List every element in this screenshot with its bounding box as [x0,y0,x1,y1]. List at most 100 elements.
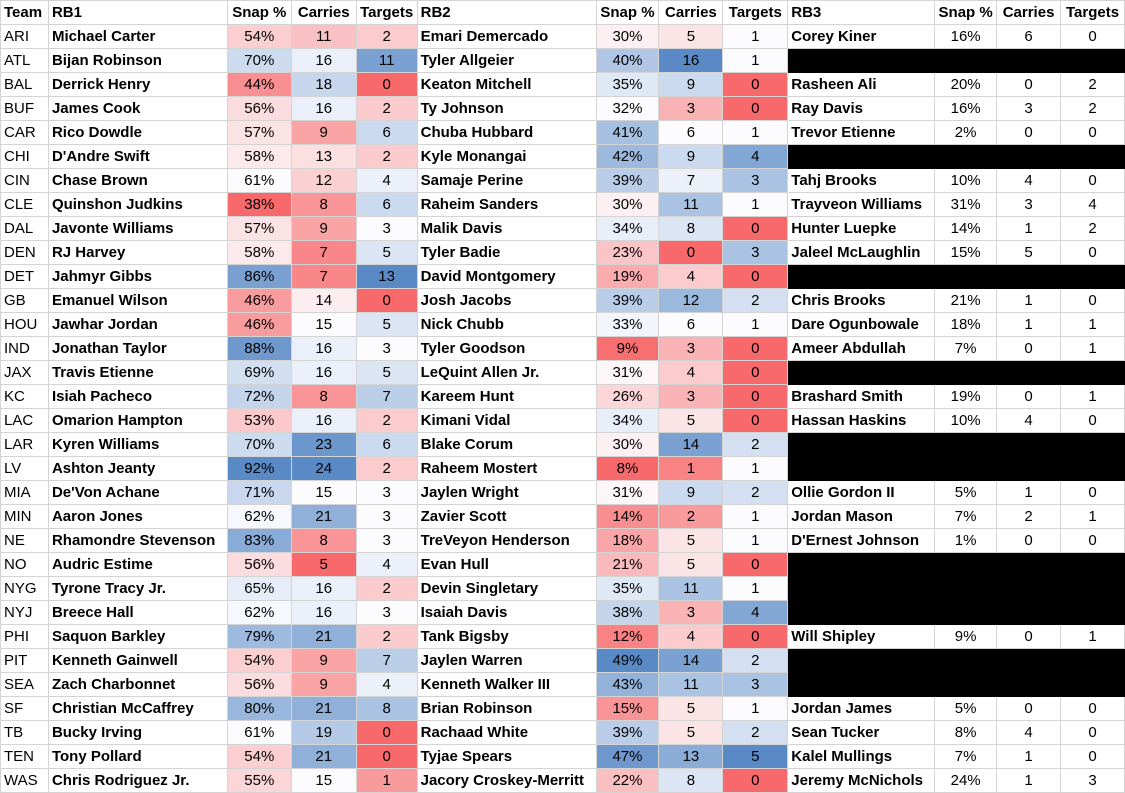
rb1-carries-cell[interactable]: 16 [290,336,357,361]
rb3-snap-cell[interactable]: 31% [934,192,998,217]
header-rb1-carries[interactable]: Carries [290,0,357,25]
header-rb1-targets[interactable]: Targets [355,0,418,25]
rb2-carries-cell[interactable]: 11 [658,672,724,697]
rb1-name-cell[interactable]: Bucky Irving [47,720,228,745]
rb2-snap-cell[interactable]: 22% [595,768,660,793]
rb1-snap-cell[interactable]: 55% [226,768,292,793]
rb3-name-cell[interactable]: Ameer Abdullah [787,336,936,361]
rb1-targets-cell[interactable]: 2 [355,408,418,433]
rb1-targets-cell[interactable]: 6 [355,432,418,457]
team-cell[interactable]: PIT [0,648,49,673]
rb3-empty-cell[interactable] [996,360,1062,385]
rb3-targets-cell[interactable]: 0 [1060,120,1125,145]
rb3-name-cell[interactable]: Corey Kiner [787,24,936,49]
team-cell[interactable]: MIN [0,504,49,529]
rb2-carries-cell[interactable]: 3 [658,96,724,121]
rb3-snap-cell[interactable]: 1% [934,528,998,553]
rb3-empty-cell[interactable] [934,672,998,697]
rb3-empty-cell[interactable] [934,456,998,481]
rb1-targets-cell[interactable]: 5 [355,360,418,385]
rb1-snap-cell[interactable]: 65% [226,576,292,601]
rb1-snap-cell[interactable]: 54% [226,24,292,49]
team-cell[interactable]: NYG [0,576,49,601]
rb1-snap-cell[interactable]: 54% [226,744,292,769]
rb1-snap-cell[interactable]: 86% [226,264,292,289]
rb2-carries-cell[interactable]: 8 [658,768,724,793]
rb3-targets-cell[interactable]: 0 [1060,408,1125,433]
rb2-snap-cell[interactable]: 31% [595,480,660,505]
rb3-name-cell[interactable]: Hunter Luepke [787,216,936,241]
rb2-carries-cell[interactable]: 5 [658,696,724,721]
rb3-carries-cell[interactable]: 4 [996,408,1062,433]
rb1-snap-cell[interactable]: 79% [226,624,292,649]
rb3-empty-cell[interactable] [996,48,1062,73]
rb2-snap-cell[interactable]: 30% [595,192,660,217]
rb2-name-cell[interactable]: Kimani Vidal [416,408,597,433]
rb1-carries-cell[interactable]: 9 [290,120,357,145]
rb3-empty-cell[interactable] [934,48,998,73]
rb2-carries-cell[interactable]: 4 [658,624,724,649]
rb1-name-cell[interactable]: Tony Pollard [47,744,228,769]
team-cell[interactable]: WAS [0,768,49,793]
rb1-carries-cell[interactable]: 8 [290,384,357,409]
rb2-name-cell[interactable]: Zavier Scott [416,504,597,529]
team-cell[interactable]: CIN [0,168,49,193]
team-cell[interactable]: BUF [0,96,49,121]
rb3-name-cell[interactable]: Chris Brooks [787,288,936,313]
rb2-targets-cell[interactable]: 4 [722,144,789,169]
header-rb3-snap[interactable]: Snap % [934,0,998,25]
rb3-empty-cell[interactable] [996,600,1062,625]
rb1-name-cell[interactable]: Travis Etienne [47,360,228,385]
rb2-name-cell[interactable]: Keaton Mitchell [416,72,597,97]
rb2-carries-cell[interactable]: 11 [658,192,724,217]
rb1-snap-cell[interactable]: 58% [226,144,292,169]
rb3-name-cell[interactable]: Jeremy McNichols [787,768,936,793]
rb3-empty-cell[interactable] [1060,264,1125,289]
rb1-name-cell[interactable]: Bijan Robinson [47,48,228,73]
rb1-targets-cell[interactable]: 6 [355,120,418,145]
team-cell[interactable]: DET [0,264,49,289]
rb3-snap-cell[interactable]: 7% [934,336,998,361]
rb3-empty-cell[interactable] [934,264,998,289]
header-rb3-carries[interactable]: Carries [996,0,1062,25]
team-cell[interactable]: TEN [0,744,49,769]
rb3-snap-cell[interactable]: 14% [934,216,998,241]
team-cell[interactable]: ATL [0,48,49,73]
rb3-carries-cell[interactable]: 3 [996,96,1062,121]
rb1-targets-cell[interactable]: 3 [355,216,418,241]
rb3-name-cell[interactable]: Ray Davis [787,96,936,121]
rb2-snap-cell[interactable]: 49% [595,648,660,673]
rb1-targets-cell[interactable]: 0 [355,72,418,97]
rb1-carries-cell[interactable]: 15 [290,312,357,337]
rb1-carries-cell[interactable]: 7 [290,240,357,265]
rb3-empty-cell[interactable] [1060,432,1125,457]
rb1-targets-cell[interactable]: 3 [355,504,418,529]
rb1-name-cell[interactable]: Javonte Williams [47,216,228,241]
rb3-carries-cell[interactable]: 3 [996,192,1062,217]
rb3-targets-cell[interactable]: 0 [1060,744,1125,769]
rb2-targets-cell[interactable]: 0 [722,552,789,577]
rb1-snap-cell[interactable]: 54% [226,648,292,673]
rb3-empty-cell[interactable] [787,264,936,289]
rb1-carries-cell[interactable]: 23 [290,432,357,457]
rb1-snap-cell[interactable]: 56% [226,96,292,121]
team-cell[interactable]: JAX [0,360,49,385]
rb1-carries-cell[interactable]: 5 [290,552,357,577]
rb2-targets-cell[interactable]: 2 [722,480,789,505]
rb2-snap-cell[interactable]: 42% [595,144,660,169]
rb1-snap-cell[interactable]: 70% [226,48,292,73]
team-cell[interactable]: CAR [0,120,49,145]
rb3-name-cell[interactable]: Jordan Mason [787,504,936,529]
rb3-carries-cell[interactable]: 1 [996,216,1062,241]
rb3-targets-cell[interactable]: 0 [1060,168,1125,193]
rb2-carries-cell[interactable]: 1 [658,456,724,481]
rb2-carries-cell[interactable]: 8 [658,216,724,241]
rb3-snap-cell[interactable]: 10% [934,168,998,193]
team-cell[interactable]: BAL [0,72,49,97]
rb2-name-cell[interactable]: Raheem Mostert [416,456,597,481]
header-rb2-targets[interactable]: Targets [722,0,789,25]
team-cell[interactable]: HOU [0,312,49,337]
rb1-snap-cell[interactable]: 38% [226,192,292,217]
rb1-snap-cell[interactable]: 70% [226,432,292,457]
rb2-name-cell[interactable]: Tyjae Spears [416,744,597,769]
